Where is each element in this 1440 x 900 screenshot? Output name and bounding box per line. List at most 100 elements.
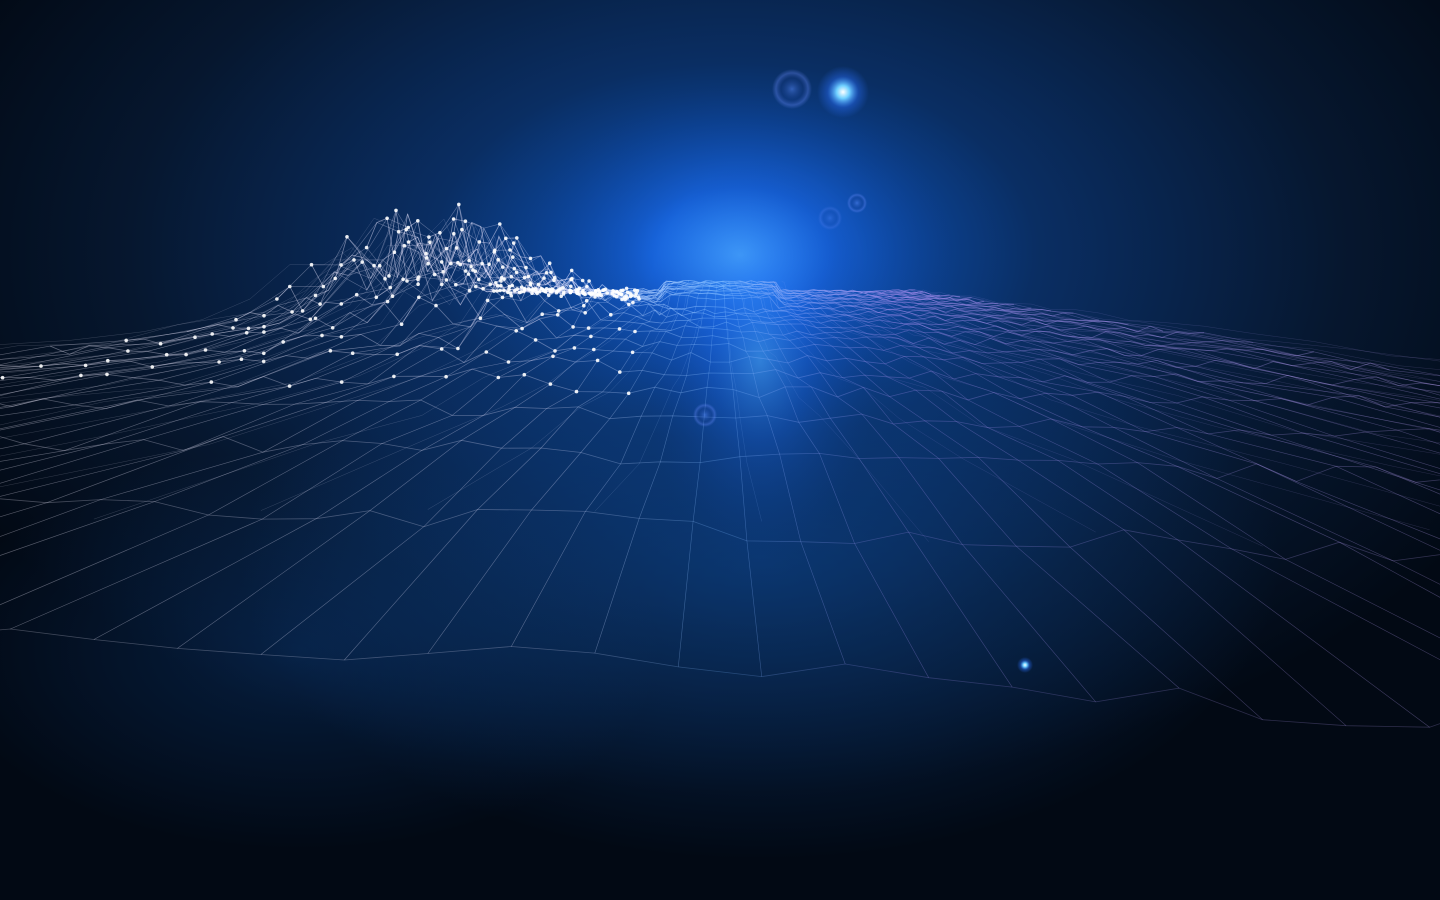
mesh-node — [452, 231, 456, 236]
mesh-node — [308, 317, 313, 322]
mesh-node — [499, 279, 503, 283]
mesh-node — [234, 317, 238, 322]
mesh-node — [624, 286, 629, 291]
mesh-node — [514, 270, 519, 275]
mesh-node — [385, 216, 389, 221]
mesh-node — [569, 284, 573, 289]
mesh-node — [495, 283, 500, 288]
mesh-diagonal — [93, 280, 676, 520]
mesh-column — [93, 281, 678, 640]
mesh-node — [313, 316, 318, 321]
mesh-diagonal — [922, 289, 1440, 360]
lens-flare — [693, 403, 717, 427]
mesh-node — [290, 310, 294, 314]
mesh-node — [536, 282, 541, 287]
mesh-node — [424, 256, 429, 260]
mesh-node — [510, 283, 514, 288]
mesh-column — [807, 290, 1440, 515]
mesh-node — [547, 261, 552, 266]
mesh-node — [633, 288, 637, 293]
mesh-node — [528, 281, 533, 285]
mesh-node — [416, 277, 420, 282]
mesh-node — [456, 260, 460, 265]
mesh-column — [824, 289, 1440, 475]
mesh-node — [439, 282, 444, 287]
mesh-node — [478, 316, 483, 321]
mesh-node — [217, 360, 221, 364]
mesh-node — [562, 290, 566, 294]
mesh-node — [507, 284, 512, 289]
mesh-node — [262, 313, 266, 318]
mesh-node — [499, 275, 504, 280]
mesh-node — [612, 294, 617, 298]
mesh-column — [881, 290, 1440, 400]
mesh-node — [390, 294, 395, 299]
mesh-node — [451, 217, 456, 221]
mesh-node — [83, 363, 88, 368]
mesh-column — [796, 290, 1440, 551]
mesh-node — [552, 275, 557, 280]
mesh-column — [790, 290, 1440, 585]
mesh-node — [580, 290, 585, 295]
mesh-node — [617, 327, 622, 331]
mesh-column — [864, 291, 1440, 418]
mesh-node — [533, 338, 538, 342]
mesh-node — [620, 297, 624, 302]
mesh-node — [484, 350, 489, 354]
mesh-diagonal — [746, 280, 1096, 533]
mesh-node — [126, 349, 130, 353]
mesh-column — [830, 289, 1440, 469]
mesh-node — [528, 256, 533, 261]
mesh-node — [584, 298, 589, 303]
mesh-node — [444, 246, 449, 251]
mesh-node — [460, 227, 464, 232]
mesh-node — [624, 294, 628, 298]
mesh-node — [544, 271, 549, 275]
mesh-node — [406, 240, 411, 244]
mesh-node — [551, 288, 555, 292]
mesh-node — [444, 278, 449, 282]
mesh-node — [246, 326, 251, 331]
mesh-node — [530, 291, 534, 296]
mesh-node — [427, 235, 431, 239]
lens-flare — [1017, 657, 1033, 673]
mesh-node — [619, 292, 623, 297]
mesh-node — [561, 286, 565, 290]
mesh-node — [287, 384, 292, 388]
mesh-node — [618, 370, 622, 374]
mesh-node — [426, 261, 430, 266]
mesh-node — [494, 281, 498, 285]
mesh-node — [406, 225, 411, 230]
mesh-node — [210, 332, 214, 336]
mesh-node — [209, 380, 214, 384]
mesh-node — [399, 322, 404, 327]
mesh-column — [898, 289, 1440, 387]
mesh-node — [339, 380, 344, 384]
mesh-node — [542, 276, 546, 280]
mesh-node — [318, 302, 322, 306]
mesh-node — [508, 248, 512, 252]
mesh-row — [441, 259, 999, 306]
mesh-column — [768, 281, 1430, 728]
mesh-node — [625, 290, 630, 295]
mesh-node — [553, 349, 557, 353]
mesh-node — [477, 277, 481, 282]
mesh-node — [492, 250, 497, 254]
mesh-node — [559, 294, 563, 299]
mesh-node — [500, 295, 505, 300]
mesh-node — [480, 261, 484, 266]
mesh-node — [524, 265, 528, 270]
mesh-node — [546, 293, 551, 298]
mesh-node — [394, 208, 398, 213]
mesh-node — [520, 326, 524, 331]
mesh-node — [352, 258, 356, 262]
mesh-node — [372, 263, 376, 268]
mesh-node — [416, 282, 420, 287]
mesh-node — [502, 288, 506, 293]
mesh-column — [903, 290, 1440, 386]
mesh-column — [0, 280, 667, 606]
mesh-node — [438, 230, 442, 235]
mesh-column — [722, 281, 762, 677]
mesh-node — [193, 335, 197, 340]
